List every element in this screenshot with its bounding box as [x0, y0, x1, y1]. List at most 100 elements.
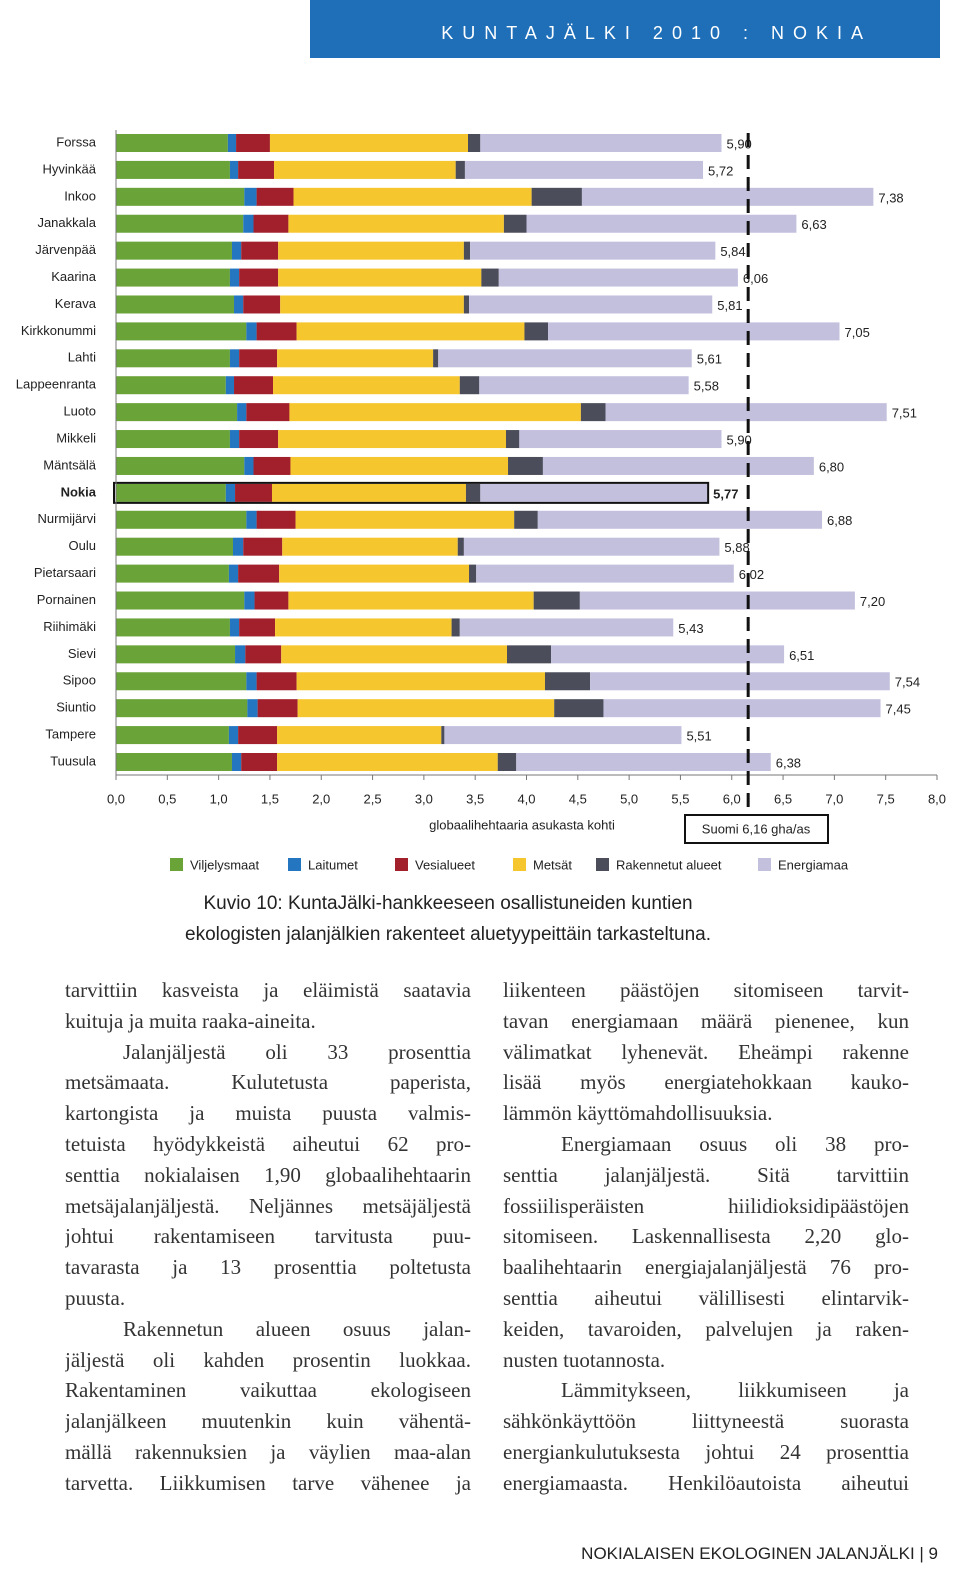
category-label: Järvenpää [35, 242, 96, 257]
bar-segment [293, 187, 532, 206]
category-label: Hyvinkää [43, 161, 97, 176]
bar-segment [278, 430, 506, 449]
bar-segment [481, 268, 499, 287]
bar-segment [274, 160, 456, 179]
bar-segment [503, 214, 527, 233]
text-line: tavarasta ja 13 prosenttia poltetusta [65, 1255, 471, 1280]
total-label: 7,45 [886, 702, 911, 717]
text-line: Rakentaminen vaikuttaa ekologiseen [65, 1378, 471, 1403]
text-line: jäljestä oli kahden prosentin luokkaa. [65, 1347, 471, 1372]
legend-label: Viljelysmaat [190, 857, 260, 872]
bar-segment [241, 753, 278, 771]
bar-segment [231, 241, 242, 260]
bar-segment [590, 672, 890, 691]
total-label: 6,51 [789, 648, 814, 663]
bar-segment [463, 537, 720, 556]
text-line: energiamaasta. Henkilöautoista aiheutui [503, 1470, 909, 1495]
bar-segment [519, 430, 722, 449]
category-label: Lappeenranta [16, 377, 97, 392]
bar-segment [116, 753, 232, 771]
bar-segment [551, 645, 785, 664]
figure-caption: ekologisten jalanjälkien rakenteet aluet… [185, 924, 711, 945]
bar-segment [457, 537, 464, 556]
bar-segment [116, 726, 229, 745]
category-label: Mikkeli [56, 430, 96, 445]
bar-segment [246, 403, 290, 422]
bar-segment [290, 456, 509, 475]
bar-segment [480, 134, 722, 152]
text-line: tavan energiamaan määrä pienenee, kun [503, 1008, 909, 1033]
text-line: liikenteen päästöjen sitomiseen tarvit- [503, 978, 909, 1002]
category-label: Luoto [63, 404, 96, 419]
bar-segment [244, 591, 255, 610]
total-label: 5,58 [694, 379, 719, 394]
header-title: KUNTAJÄLKI 2010 : NOKIA [310, 0, 940, 58]
bar-segment [480, 483, 709, 502]
bar-segment [289, 403, 581, 422]
category-label: Oulu [69, 538, 96, 553]
x-tick-label: 3,5 [466, 791, 484, 806]
bar-segment [116, 456, 245, 475]
bar-segment [297, 699, 555, 718]
x-tick-label: 4,0 [517, 791, 535, 806]
text-line: senttia nokialaisen 1,90 globaalihehtaar… [65, 1162, 471, 1187]
bar-segment [526, 214, 797, 233]
bar-segment [116, 699, 248, 718]
legend-label: Metsät [533, 857, 572, 872]
category-label: Forssa [56, 134, 97, 149]
bar-segment [269, 134, 469, 152]
bar-segment [227, 134, 237, 152]
bar-segment [238, 564, 280, 583]
text-line: jalanjälkeen muutenkin kuin vähentä- [65, 1409, 471, 1434]
footer: NOKIALAISEN EKOLOGINEN JALANJÄLKI | 9 [581, 1544, 938, 1563]
category-label: Riihimäki [43, 619, 96, 634]
total-label: 5,61 [697, 352, 722, 367]
bar-segment [246, 322, 257, 341]
category-label: Janakkala [37, 215, 96, 230]
bar-segment [245, 645, 282, 664]
total-label: 5,88 [724, 540, 749, 555]
bar-segment [537, 510, 823, 529]
bar-segment [116, 187, 245, 206]
bar-segment [253, 456, 291, 475]
bar-segment [229, 160, 239, 179]
bar-segment [279, 564, 470, 583]
bar-segment [278, 268, 482, 287]
bar-segment [243, 214, 254, 233]
bar-segment [505, 430, 520, 449]
bar-segment [281, 645, 508, 664]
x-tick-label: 0,0 [107, 791, 125, 806]
bar-segment [116, 160, 230, 179]
bar-segment [116, 483, 226, 502]
bar-segment [116, 591, 245, 610]
bar-segment [116, 214, 244, 233]
bar-segment [246, 672, 257, 691]
category-label: Inkoo [64, 188, 96, 203]
total-label: 7,20 [860, 594, 885, 609]
total-label: 6,38 [776, 755, 801, 770]
bar-segment [433, 349, 439, 368]
bar-segment [243, 537, 283, 556]
bar-segment [438, 349, 692, 368]
total-label: 5,77 [713, 486, 738, 501]
bar-segment [508, 456, 543, 475]
bar-segment [581, 187, 874, 206]
legend-label: Laitumet [308, 857, 358, 872]
total-label: 7,54 [895, 675, 920, 690]
total-label: 6,88 [827, 513, 852, 528]
text-line: mällä rakennuksien ja väylien maa-alan [65, 1439, 471, 1464]
bar-segment [542, 456, 814, 475]
text-line: metsämaata. Kulutetusta paperista, [65, 1070, 471, 1095]
bar-segment [225, 483, 236, 502]
text-column: tarvittiin kasveista ja eläimistä saatav… [65, 975, 471, 1499]
bar-segment [257, 699, 298, 718]
category-label: Sipoo [63, 673, 96, 688]
x-tick-label: 6,5 [774, 791, 792, 806]
bar-segment [116, 645, 236, 664]
bar-segment [256, 322, 297, 341]
bar-segment [277, 349, 434, 368]
bar-segment [228, 564, 239, 583]
text-line: välimatkat lyhenevät. Eheämpi rakenne [503, 1039, 909, 1064]
bar-segment [231, 753, 242, 771]
bar-segment [580, 403, 606, 422]
